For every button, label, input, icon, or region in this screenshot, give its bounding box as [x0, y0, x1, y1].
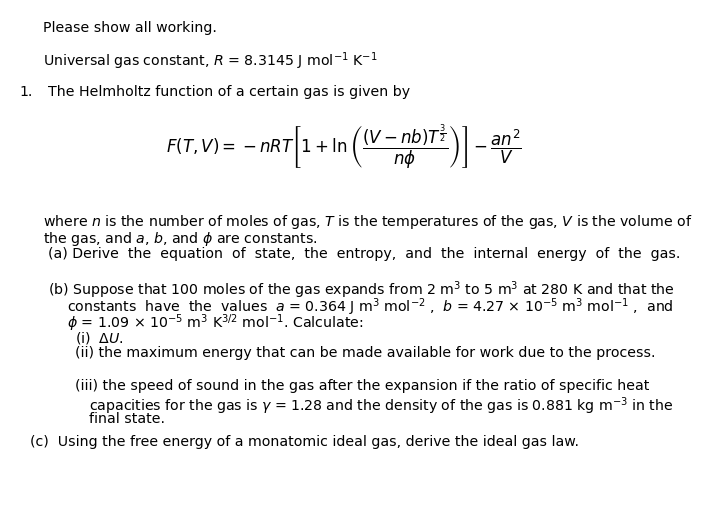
- Text: The Helmholtz function of a certain gas is given by: The Helmholtz function of a certain gas …: [48, 85, 410, 99]
- Text: (iii) the speed of sound in the gas after the expansion if the ratio of specific: (iii) the speed of sound in the gas afte…: [75, 379, 649, 393]
- Text: 1.: 1.: [20, 85, 33, 99]
- Text: (a) Derive  the  equation  of  state,  the  entropy,  and  the  internal  energy: (a) Derive the equation of state, the en…: [48, 247, 681, 261]
- Text: constants  have  the  values  $a$ = 0.364 J m$^3$ mol$^{-2}$ ,  $b$ = 4.27 × 10$: constants have the values $a$ = 0.364 J …: [67, 297, 674, 318]
- Text: Universal gas constant, $R$ = 8.3145 J mol$^{-1}$ K$^{-1}$: Universal gas constant, $R$ = 8.3145 J m…: [43, 51, 377, 73]
- Text: $F(T,V) = -nRT\left[1 + \ln\left(\dfrac{(V - nb)T^{\frac{3}{2}}}{n\phi}\right)\r: $F(T,V) = -nRT\left[1 + \ln\left(\dfrac{…: [166, 123, 523, 171]
- Text: (i)  $\Delta U$.: (i) $\Delta U$.: [75, 330, 124, 346]
- Text: (ii) the maximum energy that can be made available for work due to the process.: (ii) the maximum energy that can be made…: [75, 346, 655, 360]
- Text: final state.: final state.: [89, 412, 165, 426]
- Text: capacities for the gas is $\gamma$ = 1.28 and the density of the gas is 0.881 kg: capacities for the gas is $\gamma$ = 1.2…: [89, 395, 673, 417]
- Text: (b) Suppose that 100 moles of the gas expands from 2 m$^3$ to 5 m$^3$ at 280 K a: (b) Suppose that 100 moles of the gas ex…: [48, 280, 675, 302]
- Text: where $n$ is the number of moles of gas, $T$ is the temperatures of the gas, $V$: where $n$ is the number of moles of gas,…: [43, 213, 692, 231]
- Text: Please show all working.: Please show all working.: [43, 21, 217, 35]
- Text: the gas, and $a$, $b$, and $\phi$ are constants.: the gas, and $a$, $b$, and $\phi$ are co…: [43, 230, 317, 248]
- Text: (c)  Using the free energy of a monatomic ideal gas, derive the ideal gas law.: (c) Using the free energy of a monatomic…: [30, 435, 579, 449]
- Text: $\phi$ = 1.09 × 10$^{-5}$ m$^3$ K$^{3/2}$ mol$^{-1}$. Calculate:: $\phi$ = 1.09 × 10$^{-5}$ m$^3$ K$^{3/2}…: [67, 313, 364, 335]
